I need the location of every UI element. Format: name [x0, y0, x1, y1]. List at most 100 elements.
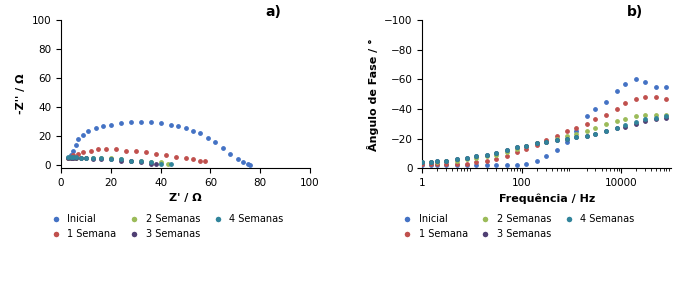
3 Semanas [68, 156, 79, 160]
4 Semanas [620, 123, 631, 128]
Text: b): b) [626, 5, 643, 19]
4 Semanas [68, 154, 79, 159]
4 Semanas [570, 135, 581, 139]
4 Semanas [71, 154, 81, 159]
Inicial [180, 125, 191, 130]
4 Semanas [136, 159, 146, 163]
X-axis label: Z' / Ω: Z' / Ω [170, 193, 202, 204]
Inicial [145, 119, 156, 124]
1 Semana [200, 159, 211, 163]
2 Semanas [540, 139, 551, 144]
3 Semanas [96, 157, 106, 162]
1 Semana [471, 160, 481, 165]
Inicial [155, 121, 166, 126]
4 Semanas [520, 144, 531, 148]
3 Semanas [620, 124, 631, 129]
3 Semanas [661, 116, 672, 120]
1 Semana [417, 162, 428, 166]
Inicial [165, 122, 176, 127]
Inicial [631, 77, 642, 82]
4 Semanas [452, 157, 462, 162]
Inicial [452, 163, 462, 168]
2 Semanas [66, 156, 77, 160]
1 Semana [511, 150, 522, 154]
Y-axis label: Ângulo de Fase / °: Ângulo de Fase / ° [367, 38, 378, 151]
4 Semanas [75, 156, 86, 160]
4 Semanas [417, 160, 428, 165]
3 Semanas [426, 160, 437, 165]
Inicial [471, 163, 481, 168]
3 Semanas [651, 117, 662, 122]
2 Semanas [426, 160, 437, 165]
3 Semanas [452, 157, 462, 162]
2 Semanas [640, 113, 651, 117]
Inicial [511, 163, 522, 168]
2 Semanas [631, 114, 642, 119]
Inicial [210, 140, 221, 144]
2 Semanas [155, 160, 166, 165]
1 Semana [73, 151, 84, 156]
4 Semanas [501, 148, 512, 153]
Inicial [237, 160, 248, 165]
3 Semanas [631, 122, 642, 126]
1 Semana [160, 153, 171, 157]
3 Semanas [611, 126, 622, 130]
2 Semanas [611, 119, 622, 123]
3 Semanas [481, 153, 492, 157]
3 Semanas [540, 139, 551, 144]
2 Semanas [511, 147, 522, 151]
Inicial [188, 128, 199, 133]
3 Semanas [66, 156, 77, 160]
2 Semanas [441, 158, 452, 163]
3 Semanas [561, 136, 572, 141]
2 Semanas [136, 159, 146, 163]
3 Semanas [640, 119, 651, 123]
4 Semanas [540, 139, 551, 144]
1 Semana [661, 96, 672, 101]
4 Semanas [561, 136, 572, 141]
2 Semanas [661, 113, 672, 117]
2 Semanas [601, 122, 612, 126]
4 Semanas [511, 145, 522, 150]
Inicial [561, 139, 572, 144]
1 Semana [66, 154, 77, 159]
3 Semanas [462, 155, 473, 160]
3 Semanas [75, 156, 86, 160]
Inicial [71, 143, 81, 147]
1 Semana [130, 148, 141, 153]
2 Semanas [81, 156, 92, 160]
4 Semanas [155, 162, 166, 166]
4 Semanas [88, 156, 99, 160]
Inicial [195, 131, 206, 136]
1 Semana [432, 162, 443, 166]
3 Semanas [490, 151, 501, 156]
Inicial [115, 121, 126, 126]
1 Semana [93, 147, 104, 152]
Inicial [551, 148, 562, 153]
4 Semanas [490, 151, 501, 156]
1 Semana [441, 162, 452, 166]
Legend: Inicial, 1 Semana, 2 Semanas, 3 Semanas, 4 Semanas: Inicial, 1 Semana, 2 Semanas, 3 Semanas,… [46, 215, 283, 239]
Inicial [651, 85, 662, 89]
4 Semanas [426, 160, 437, 165]
1 Semana [100, 147, 111, 152]
Inicial [218, 146, 228, 150]
Inicial [570, 129, 581, 133]
1 Semana [640, 95, 651, 99]
4 Semanas [631, 120, 642, 125]
Inicial [125, 119, 136, 124]
4 Semanas [63, 154, 74, 159]
Inicial [490, 163, 501, 168]
3 Semanas [136, 160, 146, 165]
4 Semanas [125, 159, 136, 163]
Inicial [581, 114, 592, 119]
1 Semana [551, 133, 562, 138]
4 Semanas [441, 158, 452, 163]
1 Semana [561, 129, 572, 133]
2 Semanas [561, 133, 572, 138]
1 Semana [78, 150, 89, 155]
4 Semanas [661, 114, 672, 119]
1 Semana [501, 154, 512, 159]
3 Semanas [581, 133, 592, 138]
3 Semanas [105, 157, 116, 162]
